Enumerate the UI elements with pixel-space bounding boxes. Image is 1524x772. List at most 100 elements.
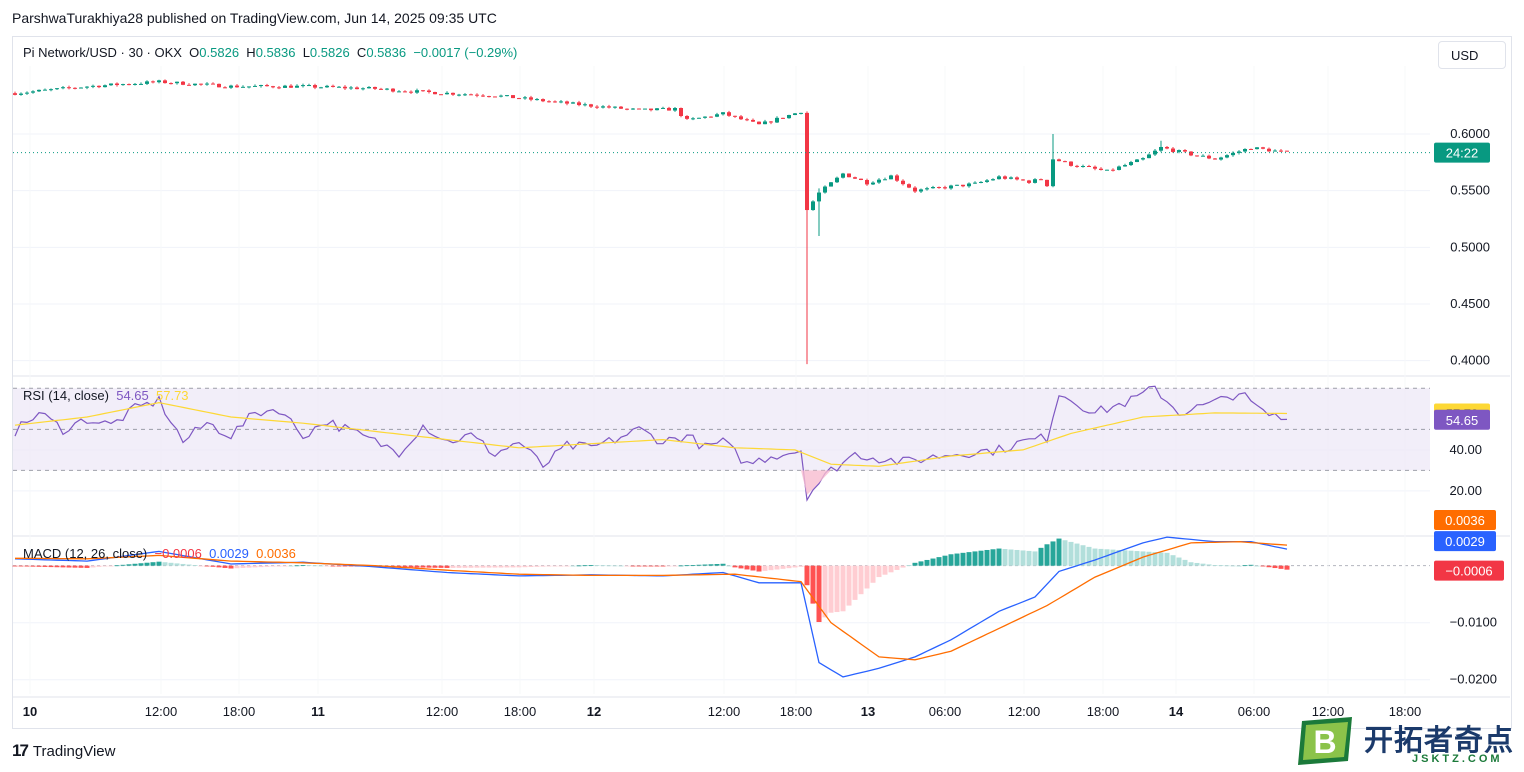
rsi-tag-text: 54.65 [1446,413,1479,428]
macd-hist-bar [1188,562,1194,566]
candle-body [895,175,899,181]
rsi-ma-value: 57.73 [156,388,189,403]
time-tick-label: 12:00 [1008,704,1041,719]
macd-hist-bar [1212,565,1218,566]
macd-hist-bar [294,565,300,567]
macd-hist-bar [30,565,36,567]
macd-hist-bar [852,565,858,600]
macd-hist-bar [672,565,678,567]
price-tag-text: 24:22 [1446,146,1479,161]
candle-body [355,87,359,90]
macd-hist-bar [966,552,972,566]
macd-hist-bar [216,565,222,568]
macd-hist-bar [120,564,126,566]
macd-hist-bar [480,565,486,568]
currency-button[interactable]: USD [1438,41,1506,69]
candle-body [217,83,221,88]
macd-hist-bar [1038,547,1044,566]
macd-hist-bar [708,564,714,566]
macd-hist-bar [1062,540,1068,566]
candle-body [1045,179,1049,187]
macd-hist-bar [12,565,18,567]
macd-hist-bar [648,565,654,567]
rsi-oversold-fill [801,470,831,496]
time-tick-label: 14 [1169,704,1184,719]
candle-body [703,116,707,118]
signal-tag-text: 0.0036 [1445,513,1485,528]
macd-hist-bar [612,565,618,567]
candle-body [661,107,665,109]
candle-body [1219,157,1223,160]
macd-hist-bar [1182,559,1188,566]
macd-hist-bar [300,565,306,566]
macd-hist-bar [594,565,600,566]
macd-hist-bar [90,565,96,568]
macd-hist-bar [846,565,852,606]
candle-body [445,92,449,95]
macd-hist-bar [204,565,210,567]
macd-hist-bar [1020,550,1026,566]
publisher-caption: ParshwaTurakhiya28 published on TradingV… [12,10,497,26]
candle-body [19,93,23,95]
macd-indicator-name[interactable]: MACD (12, 26, close) [23,546,148,561]
macd-hist-bar [1140,551,1146,566]
candle-body [733,115,737,117]
macd-hist-bar [1056,538,1062,566]
candle-body [145,81,149,84]
macd-hist-bar [510,565,516,568]
candle-body [241,86,245,88]
candle-body [769,121,773,123]
macd-hist-bar [678,565,684,567]
macd-hist-bar [24,565,30,567]
candle-body [73,87,77,89]
candle-body [691,118,695,120]
macd-hist-bar [834,565,840,613]
macd-hist-bar [912,562,918,566]
tradingview-brand[interactable]: 17 TradingView [12,741,115,761]
candle-body [37,89,41,92]
chart-frame[interactable] [12,36,1512,729]
symbol-label[interactable]: Pi Network/USD · 30 · OKX [23,45,182,60]
candle-body [301,85,305,87]
macd-hist-bar [1032,551,1038,566]
candle-body [985,180,989,182]
time-tick-label: 10 [23,704,37,719]
candle-body [913,187,917,192]
candle-body [415,90,419,93]
candle-body [175,81,179,84]
candle-body [907,184,911,188]
signal-tag: 0.0036 [1434,510,1496,531]
time-tick-label: 18:00 [223,704,256,719]
macd-hist-bar [942,555,948,566]
candle-body [85,86,89,88]
candle-body [1093,166,1097,169]
rsi-line [14,385,1288,502]
macd-hist-bar [210,565,216,567]
macd-hist-bar [720,563,726,566]
macd-hist-bar [252,565,258,568]
macd-hist-bar [714,564,720,566]
candle-body [229,85,233,88]
time-tick-label: 06:00 [1238,704,1271,719]
candle-body [343,86,347,89]
tradingview-logo-icon: 17 [12,741,29,760]
time-tick-label: 18:00 [780,704,813,719]
candle-body [511,95,515,99]
macd-hist-bar [1014,549,1020,566]
candle-body [643,108,647,110]
macd-hist-bar [984,549,990,566]
macd-hist-bar [1146,551,1152,566]
candle-body [937,187,941,189]
price-candles [13,79,1430,365]
candle-body [1105,169,1109,171]
rsi-indicator-name[interactable]: RSI (14, close) [23,388,109,403]
candle-body [517,98,521,100]
candle-body [1225,155,1229,158]
macd-hist-bar [684,565,690,567]
candle-body [199,83,203,85]
candle-body [193,83,197,86]
macd-hist-bar [270,565,276,567]
candle-body [565,101,569,104]
candle-body [1015,177,1019,180]
